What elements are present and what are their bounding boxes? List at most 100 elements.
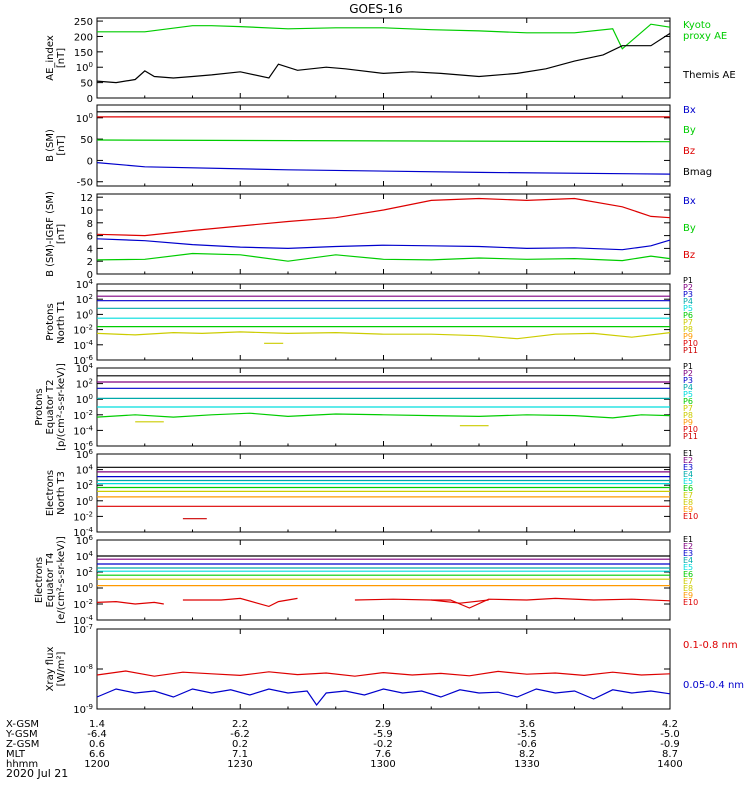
panel-frame bbox=[96, 17, 671, 99]
ephemeris-value: -0.6 bbox=[517, 739, 537, 750]
series-themis-ae bbox=[96, 32, 671, 84]
legend-entry: P11 bbox=[683, 346, 698, 355]
y-tick-label: 150 bbox=[74, 48, 93, 59]
legend-entry: E10 bbox=[683, 512, 698, 521]
series-by bbox=[96, 139, 671, 143]
series-bz bbox=[96, 197, 671, 237]
panel-frame bbox=[96, 193, 671, 275]
y-tick-label: 8 bbox=[87, 219, 93, 230]
y-tick-label: 102 bbox=[76, 378, 93, 391]
panel-frame bbox=[96, 628, 671, 710]
legend-entry: E8 bbox=[683, 584, 693, 593]
series-0-05-0-4-nm bbox=[96, 688, 671, 707]
series-bx bbox=[96, 162, 671, 175]
y-axis-label: ProtonsNorth T1 bbox=[45, 300, 67, 344]
y-tick-label: 102 bbox=[76, 479, 93, 492]
y-axis-label: B (SM)-IGRF (SM)[nT] bbox=[45, 191, 67, 277]
legend-entry: P4 bbox=[683, 383, 693, 392]
legend-entry: E10 bbox=[683, 598, 698, 607]
chart-title: GOES-16 bbox=[349, 2, 403, 16]
legend-entry: By bbox=[683, 223, 696, 234]
y-axis-label: AE_index[nT] bbox=[45, 35, 67, 81]
y-tick-label: 100 bbox=[76, 495, 93, 508]
legend-entry: P9 bbox=[683, 332, 693, 341]
panel-frame bbox=[96, 539, 671, 621]
y-tick-label: 4 bbox=[87, 244, 93, 255]
ephemeris-value: 8.2 bbox=[519, 749, 535, 760]
y-tick-label: 106 bbox=[76, 448, 94, 461]
legend-entry: E5 bbox=[683, 477, 693, 486]
ephemeris-value: -6.4 bbox=[87, 729, 107, 740]
legend-entry: P5 bbox=[683, 390, 693, 399]
ephemeris-value: 3.6 bbox=[519, 719, 535, 730]
y-tick-label: 106 bbox=[76, 534, 94, 547]
ephemeris-value: 2.2 bbox=[232, 719, 248, 730]
series-e9d bbox=[431, 599, 489, 604]
y-tick-label: 10-9 bbox=[73, 703, 93, 716]
legend-entry: Bx bbox=[683, 196, 696, 207]
y-tick-label: 0 bbox=[87, 94, 93, 105]
date-label: 2020 Jul 21 bbox=[6, 767, 68, 780]
ephemeris-row-label: Z-GSM bbox=[6, 739, 39, 750]
legend-entry: P6 bbox=[683, 311, 693, 320]
ephemeris-value: 1400 bbox=[657, 759, 682, 770]
legend-entry: P5 bbox=[683, 304, 693, 313]
y-tick-label: 104 bbox=[76, 464, 94, 477]
y-tick-label: 10-4 bbox=[73, 424, 93, 437]
panel-bres: 0 2 46 8 10 12 B (SM)-IGRF (SM)[nT] Bx By Bz bbox=[45, 191, 696, 281]
y-tick-label: 100 bbox=[76, 393, 93, 406]
legend-entry: E1 bbox=[683, 535, 693, 544]
y-axis-label: Xray flux[W/m²] bbox=[45, 647, 67, 692]
legend-entry: P6 bbox=[683, 397, 693, 406]
legend-entry: P4 bbox=[683, 297, 693, 306]
y-tick-label: 10-2 bbox=[73, 598, 93, 611]
series-p6 bbox=[96, 412, 671, 419]
ephemeris-value: 4.2 bbox=[662, 719, 678, 730]
ephemeris-value: 1200 bbox=[84, 759, 109, 770]
ephemeris-value: 1300 bbox=[370, 759, 395, 770]
y-tick-label: 102 bbox=[76, 566, 93, 579]
y-tick-label: 50 bbox=[80, 79, 93, 90]
y-tick-label: 100 bbox=[76, 582, 93, 595]
legend-entry: E2 bbox=[683, 542, 693, 551]
y-axis-label: ElectronsEquator T4[e/(cm²-s-sr-keV)] bbox=[34, 536, 67, 624]
y-tick-label: 0 bbox=[87, 270, 93, 281]
panel-ae: 0 50 100 150 200 250 AE_index[nT] Kyoto proxy AE… bbox=[45, 17, 736, 105]
y-axis-label: ElectronsNorth T3 bbox=[45, 470, 67, 516]
ephemeris-value: 1.4 bbox=[89, 719, 105, 730]
legend-entry: P7 bbox=[683, 404, 693, 413]
panel-frame bbox=[96, 283, 671, 361]
legend-entry: E7 bbox=[683, 491, 693, 500]
ephemeris-row-label: hhmm bbox=[6, 759, 38, 770]
y-tick-label: 100 bbox=[76, 61, 93, 74]
ephemeris-value: 7.6 bbox=[375, 749, 391, 760]
ephemeris-value: 0.6 bbox=[89, 739, 105, 750]
y-tick-label: 10-2 bbox=[73, 510, 93, 523]
legend-entry: P11 bbox=[683, 432, 698, 441]
series-e9b bbox=[182, 597, 298, 608]
series-0-1-0-8-nm bbox=[96, 670, 671, 677]
legend-entry: P1 bbox=[683, 362, 693, 371]
series-p7 bbox=[96, 331, 671, 340]
series-by bbox=[96, 252, 671, 262]
ephemeris-value: 1230 bbox=[227, 759, 252, 770]
legend-entry: Themis AE bbox=[682, 70, 736, 81]
y-tick-label: 10 bbox=[80, 206, 93, 217]
legend-entry: 0.05-0.4 nm bbox=[683, 680, 744, 691]
y-tick-label: 10-2 bbox=[73, 324, 93, 337]
legend-entry: P8 bbox=[683, 411, 693, 420]
ephemeris-value: 7.1 bbox=[232, 749, 248, 760]
ephemeris-value: 1330 bbox=[514, 759, 539, 770]
y-tick-label: 12 bbox=[80, 193, 93, 204]
y-tick-label: 10-2 bbox=[73, 409, 93, 422]
y-tick-label: -50 bbox=[77, 178, 93, 189]
y-axis-label: B (SM)[nT] bbox=[45, 129, 67, 162]
y-tick-label: 6 bbox=[87, 232, 93, 243]
y-tick-label: 10-8 bbox=[73, 663, 93, 676]
series-kyoto-proxy-ae bbox=[97, 23, 671, 50]
ephemeris-value: -0.9 bbox=[660, 739, 680, 750]
ephemeris-value: 6.6 bbox=[89, 749, 105, 760]
